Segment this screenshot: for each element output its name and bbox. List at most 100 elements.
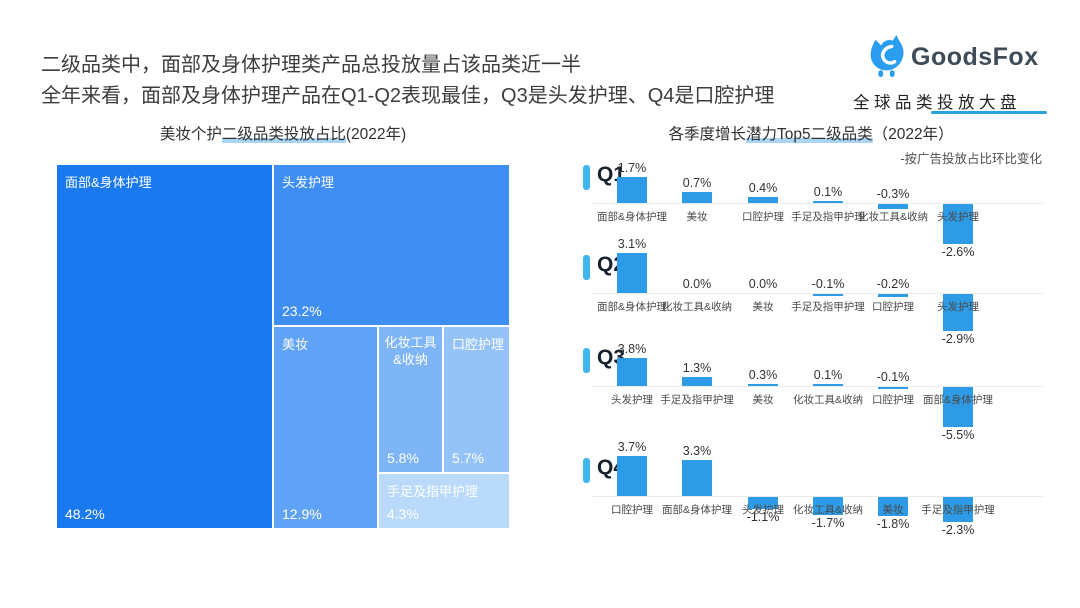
bar-category-label: 面部&身体护理 (596, 211, 667, 223)
treemap-block-hair-care: 头发护理 23.2% (274, 165, 509, 325)
bar-value-label: -5.5% (941, 428, 975, 442)
bar-value-label: 3.3% (682, 444, 712, 458)
bar-category-label: 化妆工具&收纳 (792, 394, 863, 406)
bar-value-label: -2.3% (941, 523, 975, 537)
bar-value-label: -1.7% (811, 516, 845, 530)
treemap-block-oral-care: 口腔护理 5.7% (444, 327, 509, 472)
bar (748, 197, 778, 203)
quarter-row-q1: Q1 1.7% 面部&身体护理 0.7% 美妆 0.4% 口腔护理 0.1% 手足及指甲护理 -0… (575, 158, 1047, 259)
bar-category-label: 头发护理 (611, 394, 653, 406)
quarterly-title: 各季度增长潜力Top5二级品类（2022年） (668, 126, 954, 143)
bar-value-label: -0.2% (876, 277, 910, 291)
treemap-block-value: 5.7% (452, 450, 484, 466)
treemap-block-face-body-care: 面部&身体护理 48.2% (57, 165, 272, 528)
bar-category-label: 手足及指甲护理 (791, 211, 865, 223)
treemap-block-tools-storage: 化妆工具&收纳 5.8% (379, 327, 442, 472)
bar-value-label: 1.3% (682, 361, 712, 375)
treemap-block-value: 23.2% (282, 303, 322, 319)
treemap-block-value: 4.3% (387, 506, 419, 522)
bar (943, 294, 973, 331)
bar-value-label: 3.1% (617, 237, 647, 251)
bar-category-label: 面部&身体护理 (596, 301, 667, 313)
bar-value-label: 0.0% (748, 277, 778, 291)
headline-line1: 二级品类中，面部及身体护理类产品总投放量占该品类近一半 (41, 54, 581, 76)
axis-line (593, 203, 1043, 204)
bar-category-label: 美妆 (882, 504, 904, 516)
bar-category-label: 面部&身体护理 (922, 394, 993, 406)
bar-value-label: 0.0% (682, 277, 712, 291)
tagline-underline (931, 111, 1047, 114)
bar-category-label: 头发护理 (742, 504, 784, 516)
axis-line (593, 496, 1043, 497)
treemap-block-label: 口腔护理 (452, 337, 505, 352)
treemap-block-hand-foot-nail-care: 手足及指甲护理 4.3% (379, 474, 509, 528)
bar (617, 456, 647, 496)
bar-category-label: 面部&身体护理 (661, 504, 732, 516)
goodsfox-logo: GoodsFox 全球品类投放大盘 (853, 32, 1053, 114)
bar-category-label: 口腔护理 (742, 211, 784, 223)
bar-value-label: -1.8% (876, 517, 910, 531)
axis-line (593, 386, 1043, 387)
bar-category-label: 头发护理 (937, 301, 979, 313)
bar (813, 294, 843, 296)
treemap-block-label: 头发护理 (282, 175, 335, 190)
bar (682, 377, 712, 386)
bar-category-label: 口腔护理 (872, 394, 914, 406)
quarter-row-q4: Q4 3.7% 口腔护理 3.3% 面部&身体护理 -1.1% 头发护理 -1.7% 化妆工具&… (575, 440, 1047, 568)
bar-category-label: 手足及指甲护理 (660, 394, 734, 406)
bar-value-label: 0.1% (813, 185, 843, 199)
bar (748, 384, 778, 386)
bar-category-label: 美妆 (752, 394, 774, 406)
bar (878, 497, 908, 516)
treemap-block-label: 手足及指甲护理 (387, 484, 479, 499)
quarter-row-q3: Q3 3.8% 头发护理 1.3% 手足及指甲护理 0.3% 美妆 0.1% 化妆工具&收纳 -0… (575, 341, 1047, 451)
bar (813, 497, 843, 515)
bar (748, 497, 778, 509)
bar (813, 201, 843, 203)
quarterly-subtitle: -按广告投放占比环比变化 (900, 152, 1042, 166)
bar-value-label: -1.1% (746, 510, 780, 524)
bar-value-label: -2.6% (941, 245, 975, 259)
bar-value-label: 0.7% (682, 176, 712, 190)
bar-value-label: -0.3% (876, 187, 910, 201)
bar (943, 497, 973, 522)
treemap-chart: 面部&身体护理 48.2% 头发护理 23.2% 美妆 12.9% 化妆工具&收… (57, 165, 509, 528)
bar (878, 294, 908, 297)
bar-value-label: -2.9% (941, 332, 975, 346)
brand-name: GoodsFox (911, 43, 1039, 71)
quarter-badge (583, 348, 590, 373)
treemap-block-makeup: 美妆 12.9% (274, 327, 377, 528)
bar (878, 204, 908, 209)
bar (617, 177, 647, 203)
bar-category-label: 口腔护理 (872, 301, 914, 313)
bar-category-label: 头发护理 (937, 211, 979, 223)
bar-category-label: 化妆工具&收纳 (857, 211, 928, 223)
bar-value-label: 1.7% (617, 161, 647, 175)
bar (878, 387, 908, 389)
treemap-block-value: 48.2% (65, 506, 105, 522)
headline: 二级品类中，面部及身体护理类产品总投放量占该品类近一半 全年来看，面部及身体护理… (41, 50, 774, 112)
quarter-badge (583, 458, 590, 483)
bar-value-label: 3.7% (617, 440, 647, 454)
bar-category-label: 美妆 (752, 301, 774, 313)
bar (943, 204, 973, 244)
bar-value-label: 0.3% (748, 368, 778, 382)
bar-value-label: -0.1% (876, 370, 910, 384)
bar-category-label: 手足及指甲护理 (921, 504, 995, 516)
bar (682, 192, 712, 203)
bar (943, 387, 973, 427)
quarter-badge (583, 165, 590, 190)
treemap-block-label: 美妆 (282, 337, 309, 352)
bar-category-label: 化妆工具&收纳 (661, 301, 732, 313)
logo-tagline: 全球品类投放大盘 (853, 89, 1053, 114)
bar (617, 358, 647, 386)
treemap-block-label: 化妆工具&收纳 (384, 335, 437, 367)
treemap-title: 美妆个护二级品类投放占比(2022年) (159, 126, 407, 143)
treemap-block-value: 12.9% (282, 506, 322, 522)
axis-line (593, 293, 1043, 294)
quarterly-charts: Q1 1.7% 面部&身体护理 0.7% 美妆 0.4% 口腔护理 0.1% 手足及指甲护理 -0… (575, 158, 1055, 568)
quarter-badge (583, 255, 590, 280)
bar (682, 460, 712, 496)
quarter-row-q2: Q2 3.1% 面部&身体护理 0.0% 化妆工具&收纳 0.0% 美妆 -0.1% 手足及指甲… (575, 237, 1047, 346)
